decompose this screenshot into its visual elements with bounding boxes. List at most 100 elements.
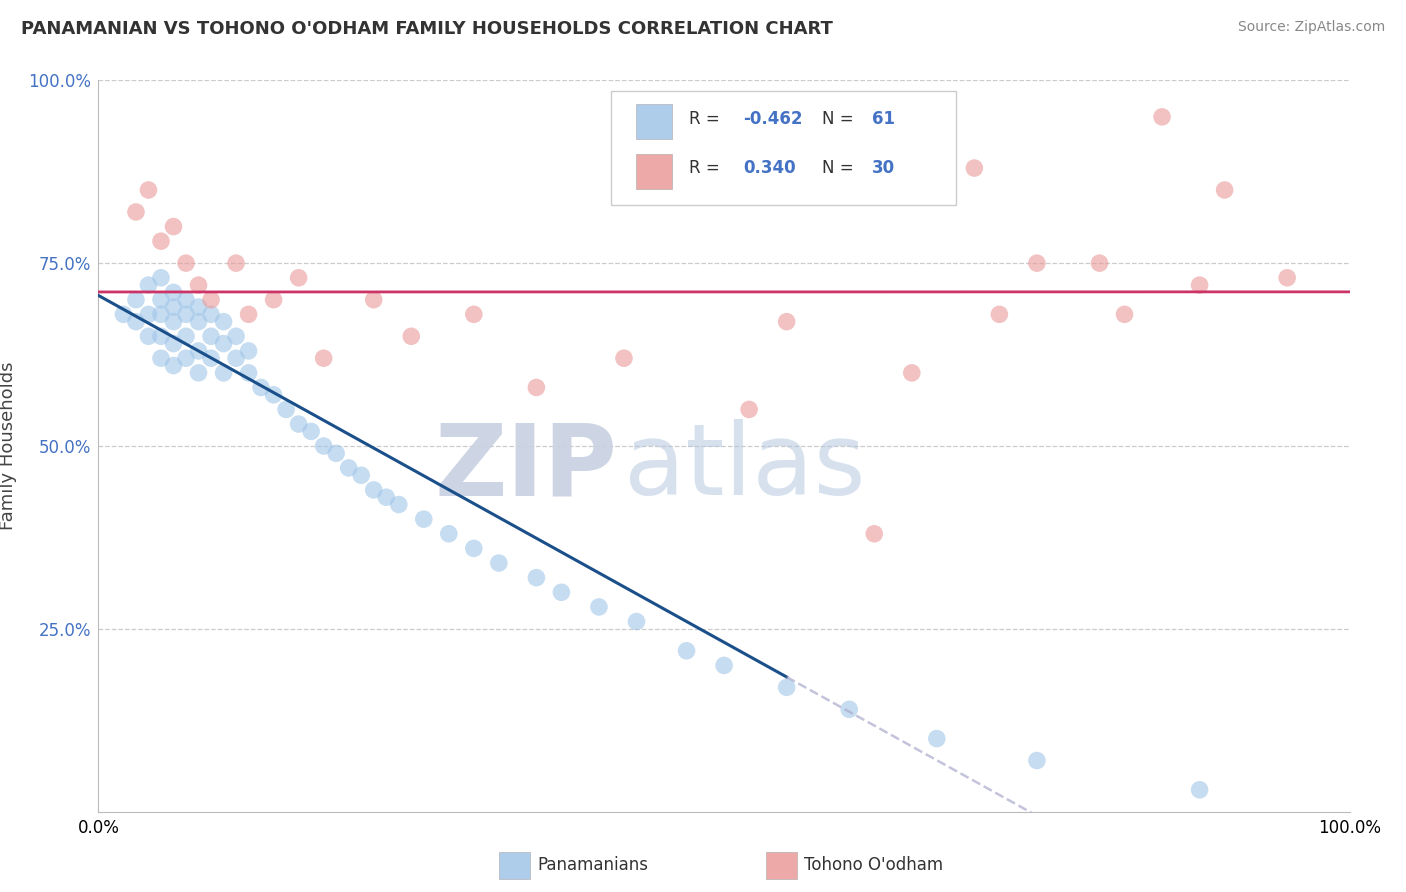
FancyBboxPatch shape xyxy=(612,91,956,204)
Y-axis label: Family Households: Family Households xyxy=(0,362,17,530)
Text: atlas: atlas xyxy=(624,419,866,516)
Point xyxy=(150,234,173,248)
Point xyxy=(738,402,761,417)
Point xyxy=(437,526,460,541)
Point xyxy=(1188,782,1211,797)
Point xyxy=(162,336,184,351)
Point xyxy=(312,439,335,453)
Point xyxy=(274,402,298,417)
Point xyxy=(225,351,247,366)
Point xyxy=(375,490,398,504)
Point xyxy=(174,293,197,307)
Point xyxy=(463,307,485,321)
Point xyxy=(626,615,648,629)
Point xyxy=(412,512,434,526)
Point xyxy=(150,351,173,366)
Text: N =: N = xyxy=(821,110,853,128)
Point xyxy=(174,329,197,343)
Point xyxy=(325,446,347,460)
Point xyxy=(212,315,235,329)
Point xyxy=(287,270,309,285)
Point xyxy=(150,329,173,343)
Text: 61: 61 xyxy=(872,110,894,128)
Point xyxy=(1188,278,1211,293)
Point xyxy=(174,351,197,366)
Point xyxy=(138,307,160,321)
Point xyxy=(388,498,411,512)
Point xyxy=(1026,754,1049,768)
Point xyxy=(250,380,273,394)
Point xyxy=(150,270,173,285)
Point xyxy=(675,644,697,658)
Point xyxy=(150,293,173,307)
Point xyxy=(138,183,160,197)
FancyBboxPatch shape xyxy=(637,153,672,189)
Point xyxy=(401,329,423,343)
Point xyxy=(963,161,986,175)
Point xyxy=(187,278,209,293)
Point xyxy=(150,307,173,321)
Point xyxy=(1114,307,1136,321)
Point xyxy=(187,366,209,380)
Point xyxy=(125,293,148,307)
Text: ZIP: ZIP xyxy=(434,419,617,516)
Point xyxy=(287,417,309,431)
Point xyxy=(187,315,209,329)
Point xyxy=(363,483,385,497)
Point xyxy=(463,541,485,556)
Point xyxy=(588,599,610,614)
Point xyxy=(776,681,799,695)
Point xyxy=(363,293,385,307)
Point xyxy=(174,256,197,270)
Text: -0.462: -0.462 xyxy=(742,110,803,128)
Point xyxy=(238,343,260,358)
Point xyxy=(488,556,510,570)
Text: Source: ZipAtlas.com: Source: ZipAtlas.com xyxy=(1237,20,1385,34)
Point xyxy=(200,293,222,307)
Point xyxy=(187,300,209,314)
Point xyxy=(776,315,799,329)
FancyBboxPatch shape xyxy=(637,104,672,139)
Point xyxy=(112,307,135,321)
Text: R =: R = xyxy=(689,160,720,178)
Point xyxy=(350,468,373,483)
Point xyxy=(225,329,247,343)
Point xyxy=(925,731,948,746)
Point xyxy=(988,307,1011,321)
Point xyxy=(162,300,184,314)
Point xyxy=(174,307,197,321)
Point xyxy=(125,205,148,219)
Point xyxy=(1088,256,1111,270)
Text: N =: N = xyxy=(821,160,853,178)
Point xyxy=(162,219,184,234)
Point xyxy=(238,307,260,321)
Point xyxy=(1150,110,1173,124)
Point xyxy=(1277,270,1299,285)
Point xyxy=(263,293,285,307)
Point xyxy=(125,315,148,329)
Text: Tohono O'odham: Tohono O'odham xyxy=(804,856,943,874)
Text: 30: 30 xyxy=(872,160,894,178)
Point xyxy=(263,388,285,402)
Point xyxy=(162,285,184,300)
Point xyxy=(200,307,222,321)
Text: 0.340: 0.340 xyxy=(742,160,796,178)
Point xyxy=(238,366,260,380)
Text: Panamanians: Panamanians xyxy=(537,856,648,874)
Point xyxy=(838,702,860,716)
Point xyxy=(1026,256,1049,270)
Point xyxy=(212,366,235,380)
Point xyxy=(524,571,547,585)
Point xyxy=(212,336,235,351)
Point xyxy=(1213,183,1236,197)
Point xyxy=(900,366,922,380)
Text: PANAMANIAN VS TOHONO O'ODHAM FAMILY HOUSEHOLDS CORRELATION CHART: PANAMANIAN VS TOHONO O'ODHAM FAMILY HOUS… xyxy=(21,20,832,37)
Point xyxy=(299,425,322,439)
Point xyxy=(225,256,247,270)
Point xyxy=(200,351,222,366)
Point xyxy=(138,329,160,343)
Point xyxy=(200,329,222,343)
Point xyxy=(162,315,184,329)
Point xyxy=(863,526,886,541)
Point xyxy=(524,380,547,394)
